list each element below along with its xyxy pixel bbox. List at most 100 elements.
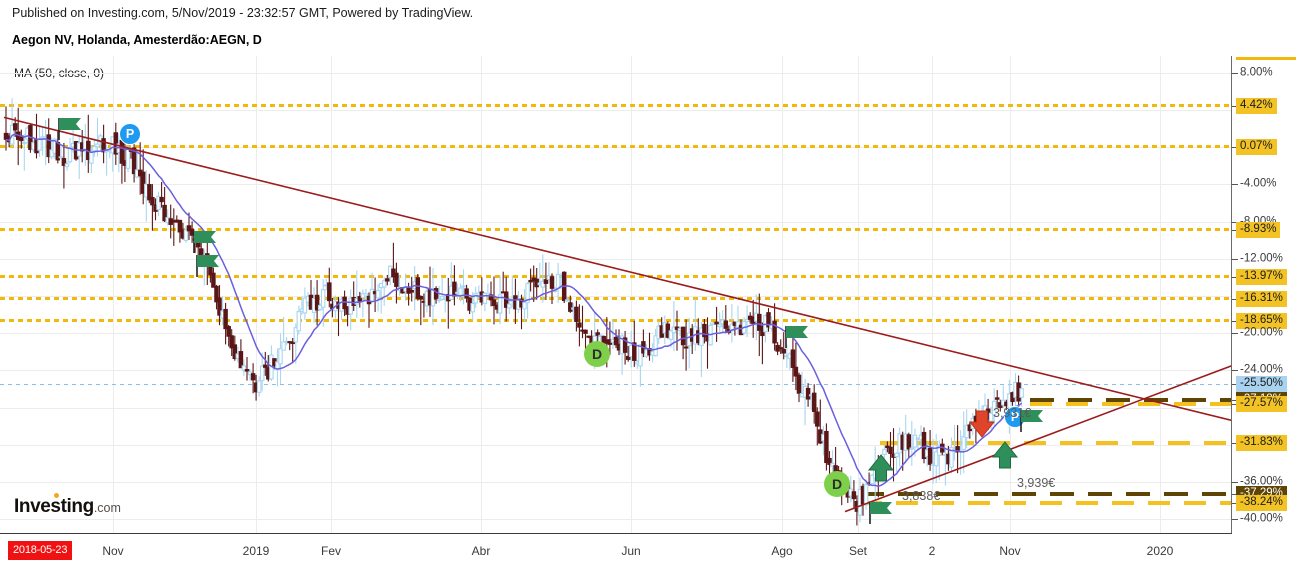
price-axis-label[interactable]: -27.57% <box>1236 395 1287 412</box>
level-line <box>0 296 1232 300</box>
gridline-h <box>0 184 1232 186</box>
price-axis-label[interactable]: -13.97% <box>1236 269 1287 285</box>
time-axis-label: Jun <box>621 544 641 558</box>
price-axis-label: -40.00% <box>1240 512 1283 525</box>
price-tick <box>1232 481 1238 483</box>
gridline-h <box>0 258 1232 260</box>
time-axis-label: Ago <box>771 544 793 558</box>
time-axis-label: 2020 <box>1146 544 1174 558</box>
marker-arrow-down[interactable] <box>0 56 1232 533</box>
time-axis-badge: 2018-05-23 <box>8 541 73 560</box>
price-tick <box>1232 519 1238 521</box>
level-line <box>0 384 1232 386</box>
level-line <box>0 104 1232 107</box>
time-axis-label: Set <box>848 544 868 558</box>
price-tick <box>1232 384 1238 386</box>
price-axis-label: -20.00% <box>1240 326 1283 339</box>
price-tick <box>1232 399 1238 401</box>
marker-flag[interactable] <box>0 56 1232 533</box>
time-axis[interactable]: 2018-05-23 Nov 2019 Fev Abr Jun Ago Set 2 Nov 202… <box>0 534 1299 587</box>
price-axis[interactable]: 8.00% 4.42% 0.07% -4.00% -8.00% -8.93% -12.00%… <box>1232 56 1299 533</box>
gridline-v <box>256 56 257 533</box>
plot-bottom-border <box>0 533 1232 534</box>
gridline-v <box>1010 56 1011 533</box>
gridline-h <box>0 407 1232 409</box>
gridline-h <box>0 444 1232 446</box>
gridline-v <box>113 56 114 533</box>
price-tick <box>1232 184 1238 186</box>
level-line <box>880 441 1232 446</box>
published-caption: Published on Investing.com, 5/Nov/2019 -… <box>12 6 474 20</box>
symbol-title: Aegon NV, Holanda, Amesterdão:AEGN, D <box>12 33 262 47</box>
price-axis-label[interactable]: -8.93% <box>1236 222 1281 239</box>
price-tick <box>1232 258 1238 260</box>
price-tick <box>1232 370 1238 372</box>
price-axis-label[interactable]: -16.31% <box>1236 290 1287 307</box>
gridline-h <box>0 221 1232 223</box>
price-annotation: 3,931€ <box>993 406 1032 420</box>
price-tick <box>1232 320 1238 322</box>
marker-flag[interactable] <box>0 56 1232 533</box>
gridline-h <box>0 519 1232 521</box>
price-tick <box>1232 403 1238 405</box>
marker-flag[interactable] <box>0 56 1232 533</box>
level-line <box>0 228 1232 232</box>
price-tick <box>1232 146 1238 148</box>
price-tick <box>1232 230 1238 232</box>
logo-dot <box>54 493 59 498</box>
price-axis-label: -24.00% <box>1240 363 1283 376</box>
trendline-drawings[interactable] <box>0 56 1232 533</box>
price-axis-label[interactable]: -31.83% <box>1236 435 1287 452</box>
price-tick <box>1232 277 1238 278</box>
gridline-v <box>782 56 783 533</box>
time-axis-label: 2 <box>928 544 936 558</box>
price-annotation: 3,939€ <box>1017 476 1056 490</box>
price-tick <box>1232 72 1238 74</box>
marker-d-circle[interactable]: D <box>584 341 610 367</box>
price-tick <box>1232 333 1238 335</box>
price-tick <box>1232 493 1238 495</box>
price-tick <box>1232 106 1238 107</box>
marker-arrow-up[interactable] <box>0 56 1232 533</box>
marker-d-circle[interactable]: D <box>824 471 850 497</box>
price-axis-top-marker <box>1236 57 1296 60</box>
time-axis-label: Nov <box>102 544 124 558</box>
marker-flag[interactable] <box>0 56 1232 533</box>
gridline-h <box>0 370 1232 372</box>
logo-domain: .com <box>93 501 121 515</box>
price-axis-label[interactable]: -25.50% <box>1236 376 1287 393</box>
price-axis-label[interactable]: -18.65% <box>1236 312 1287 329</box>
price-axis-label: -4.00% <box>1240 177 1277 190</box>
marker-p-circle[interactable]: P <box>119 123 141 145</box>
time-axis-label: Abr <box>471 544 491 558</box>
marker-arrow-up[interactable] <box>0 56 1232 533</box>
gridline-h <box>0 295 1232 297</box>
logo-brand: Investing <box>14 496 94 517</box>
time-axis-label: Nov <box>999 544 1021 558</box>
time-axis-label: Fev <box>320 544 342 558</box>
investing-logo: Investing.com <box>14 493 121 518</box>
level-line <box>1030 397 1232 402</box>
gridline-h <box>0 109 1232 111</box>
marker-flag[interactable] <box>0 56 1232 533</box>
price-annotation: 3,838€ <box>902 489 941 503</box>
price-tick <box>1232 443 1238 445</box>
price-tick <box>1232 298 1238 300</box>
marker-flag[interactable] <box>0 56 1232 533</box>
level-line <box>0 318 1232 322</box>
level-line <box>0 144 1232 148</box>
time-axis-label: 2019 <box>242 544 270 558</box>
price-axis-label: 8.00% <box>1240 66 1273 79</box>
price-tick <box>1232 502 1238 504</box>
gridline-v <box>631 56 632 533</box>
price-tick <box>1232 221 1238 223</box>
price-axis-label[interactable]: -38.24% <box>1236 494 1287 511</box>
price-axis-label[interactable]: 0.07% <box>1236 138 1277 155</box>
gridline-v <box>858 56 859 533</box>
gridline-v <box>1160 56 1161 533</box>
plot-right-border <box>1231 56 1232 533</box>
price-axis-label[interactable]: 4.42% <box>1236 98 1277 114</box>
price-axis-label: -12.00% <box>1240 252 1283 265</box>
